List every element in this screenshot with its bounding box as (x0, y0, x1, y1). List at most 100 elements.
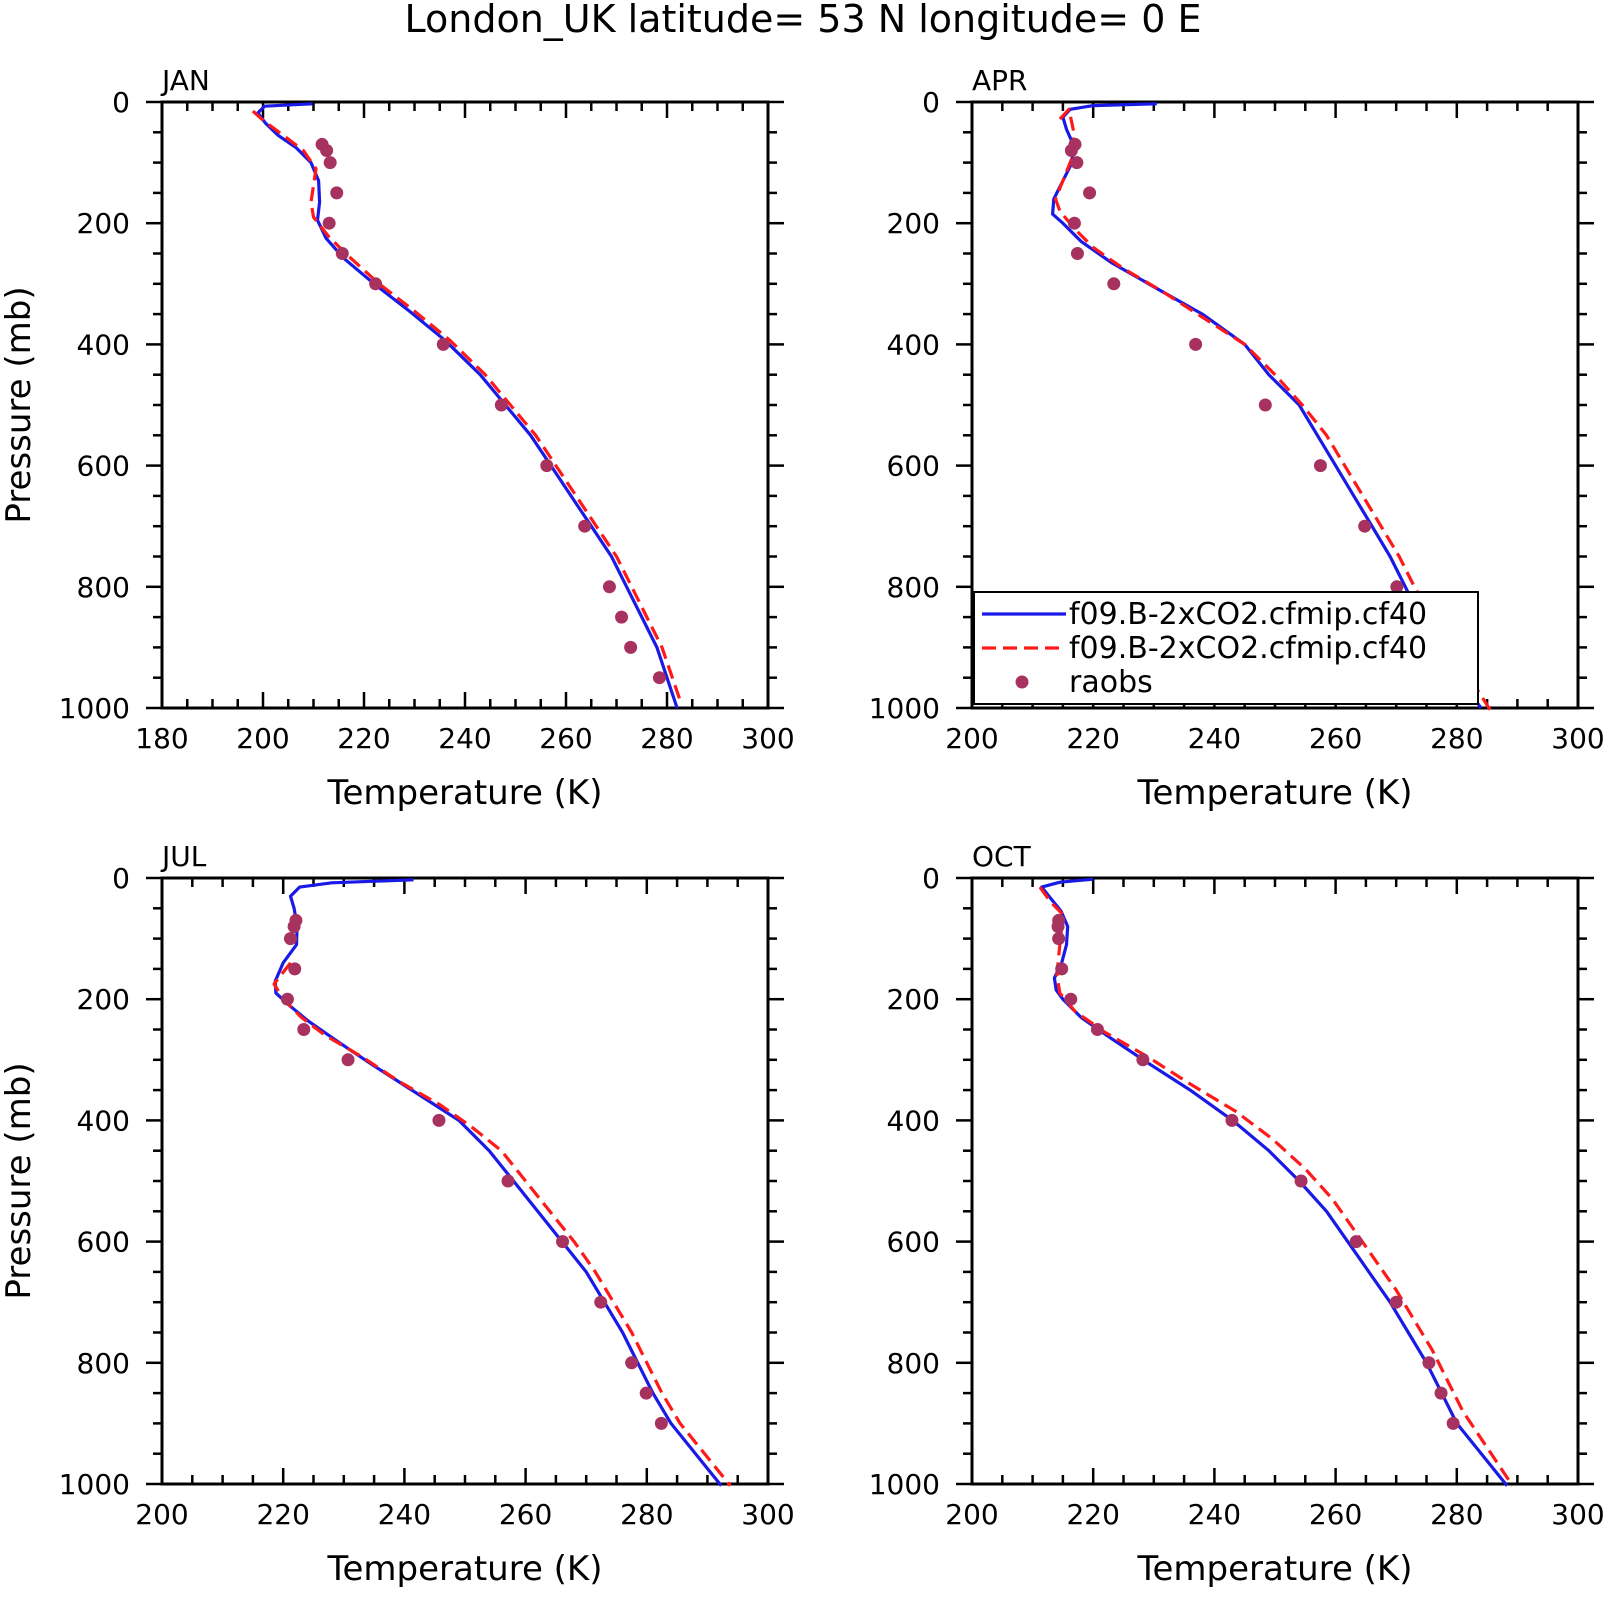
raobs-point (1051, 919, 1065, 933)
y-axis-label: Pressure (mb) (0, 286, 39, 523)
series-line-solid (273, 878, 723, 1487)
panels: JAN 180 200 220 240 260 280 300 0 200 400 600 800 100… (0, 64, 1605, 1589)
raobs-point (1055, 962, 1069, 976)
y-tick-label: 0 (112, 862, 130, 895)
raobs-point (639, 1386, 653, 1400)
raobs-point (1434, 1386, 1448, 1400)
figure-title: London_UK latitude= 53 N longitude= 0 E (405, 0, 1202, 41)
x-tick-label: 300 (1551, 1498, 1604, 1531)
x-tick-label: 260 (1309, 722, 1362, 755)
raobs-point (1070, 156, 1084, 170)
legend-label: f09.B-2xCO2.cfmip.cf40 (1069, 597, 1427, 632)
plot-frame (160, 100, 770, 710)
x-tick-label: 240 (378, 1498, 431, 1531)
raobs-point (1422, 1356, 1436, 1370)
panel-label: OCT (972, 840, 1032, 873)
raobs-point (1107, 277, 1121, 291)
y-tick-label: 200 (887, 207, 940, 240)
raobs-point (436, 337, 450, 351)
y-tick-label: 800 (887, 1347, 940, 1380)
raobs-point (625, 1356, 639, 1370)
raobs-point (1294, 1174, 1308, 1188)
raobs-point (323, 156, 337, 170)
raobs-point (540, 459, 554, 473)
raobs-point (624, 640, 638, 654)
raobs-point (1070, 247, 1084, 260)
raobs-point (341, 1053, 355, 1067)
raobs-point (1258, 398, 1272, 412)
raobs-point (652, 671, 666, 685)
raobs-point (556, 1235, 570, 1249)
y-tick-label: 1000 (869, 692, 940, 725)
y-tick-label: 400 (887, 328, 940, 361)
raobs-point (297, 1023, 311, 1036)
raobs-point (1349, 1235, 1363, 1249)
x-tick-label: 200 (945, 1498, 998, 1531)
y-tick-label: 1000 (59, 1468, 130, 1501)
raobs-point (1225, 1113, 1239, 1127)
raobs-point (1136, 1053, 1150, 1067)
y-tick-label: 600 (887, 1226, 940, 1259)
x-tick-label: 280 (1430, 1498, 1483, 1531)
raobs-point (1064, 143, 1078, 157)
raobs-point (369, 277, 383, 291)
x-tick-label: 200 (945, 722, 998, 755)
x-tick-label: 220 (1066, 1498, 1119, 1531)
raobs-point (280, 992, 294, 1006)
x-tick-label: 300 (741, 1498, 794, 1531)
x-tick-label: 220 (1066, 722, 1119, 755)
raobs-point (501, 1174, 515, 1188)
panel-label: APR (972, 64, 1028, 97)
panel-oct: OCT 200 220 240 260 280 300 0 200 400 600 800 1000 Te… (869, 840, 1605, 1589)
y-tick-label: 800 (887, 571, 940, 604)
series-line-solid (256, 102, 679, 709)
raobs-point (287, 919, 301, 933)
raobs-point (1090, 1023, 1104, 1036)
y-tick-label: 800 (77, 1347, 130, 1380)
raobs-point (1358, 519, 1372, 533)
x-tick-label: 300 (1551, 722, 1604, 755)
x-tick-label: 260 (499, 1498, 552, 1531)
x-axis-label: Temperature (K) (1136, 773, 1412, 813)
raobs-point (1390, 580, 1404, 594)
panel-jan: JAN 180 200 220 240 260 280 300 0 200 400 600 800 100… (0, 64, 795, 813)
raobs-point (1446, 1416, 1460, 1430)
series-line-dashed (1053, 107, 1492, 711)
raobs-point (654, 1416, 668, 1430)
y-tick-label: 0 (922, 86, 940, 119)
x-tick-label: 240 (1188, 722, 1241, 755)
x-tick-label: 240 (1188, 1498, 1241, 1531)
x-tick-label: 280 (640, 722, 693, 755)
raobs-point (322, 216, 336, 230)
raobs-point (1064, 992, 1078, 1006)
raobs-point (1052, 932, 1066, 946)
raobs-point (1313, 459, 1327, 473)
raobs-point (1067, 216, 1081, 230)
x-tick-label: 220 (256, 1498, 309, 1531)
raobs-point (615, 610, 629, 624)
x-tick-label: 280 (620, 1498, 673, 1531)
x-axis-label: Temperature (K) (1136, 1549, 1412, 1589)
y-tick-label: 800 (77, 571, 130, 604)
legend-label: raobs (1069, 665, 1153, 700)
y-axis-label: Pressure (mb) (0, 1062, 39, 1299)
y-tick-label: 1000 (59, 692, 130, 725)
y-tick-label: 600 (887, 450, 940, 483)
y-tick-label: 1000 (869, 1468, 940, 1501)
raobs-point (335, 247, 349, 260)
x-tick-label: 200 (135, 1498, 188, 1531)
raobs-point (1189, 337, 1203, 351)
y-tick-label: 400 (77, 1104, 130, 1137)
raobs-point (1389, 1295, 1403, 1309)
panel-label: JAN (160, 64, 210, 97)
series-line-dashed (251, 109, 682, 700)
x-axis-label: Temperature (K) (326, 773, 602, 813)
x-tick-label: 280 (1430, 722, 1483, 755)
x-tick-label: 200 (236, 722, 289, 755)
x-tick-label: 260 (539, 722, 592, 755)
panel-jul: JUL 200 220 240 260 280 300 0 200 400 600 800 1000 Te… (0, 840, 795, 1589)
raobs-point (578, 519, 592, 533)
raobs-point (288, 962, 302, 976)
raobs-point (320, 143, 334, 157)
